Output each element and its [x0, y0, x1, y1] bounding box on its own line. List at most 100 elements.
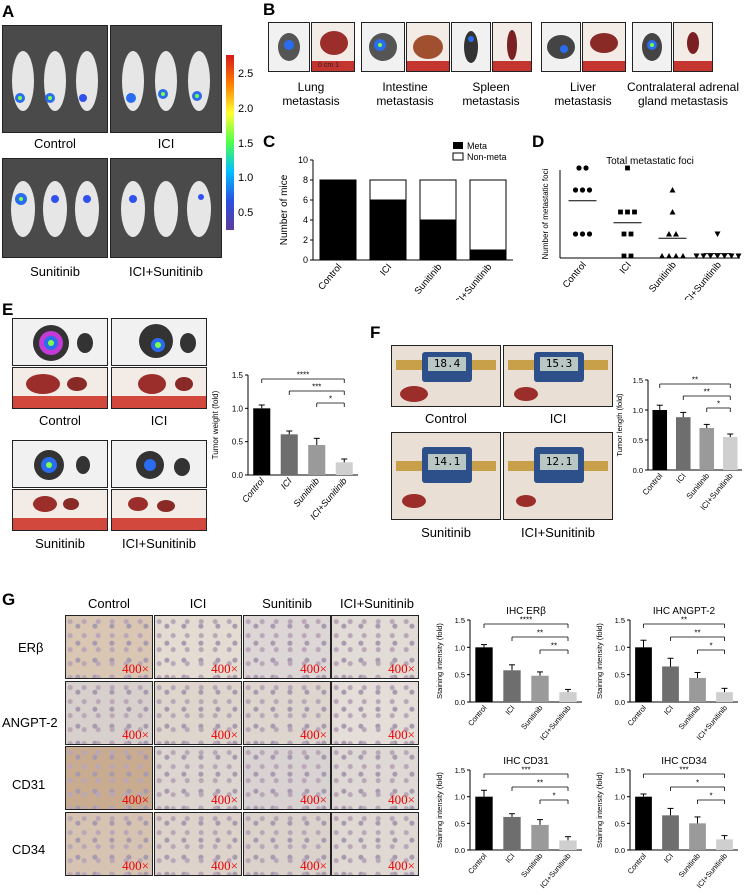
data-point: [659, 253, 665, 259]
bar: [689, 823, 706, 850]
x-tick-label: Sunitinib: [412, 262, 444, 297]
data-point: [721, 253, 728, 259]
y-tick-label: 4: [303, 215, 308, 225]
panel-label-b: B: [263, 0, 276, 19]
data-point: [673, 253, 679, 259]
data-point: [707, 253, 714, 259]
x-tick-label: ICI: [662, 704, 675, 717]
data-point: [666, 231, 672, 237]
ihc-row-label: ERβ: [18, 640, 44, 655]
x-tick-label: ICI: [674, 472, 687, 486]
y-tick-label: 10: [298, 155, 308, 165]
data-point: [693, 253, 700, 259]
y-tick-label: 0: [303, 255, 308, 265]
significance-label: ***: [679, 766, 688, 775]
colorbar: [226, 55, 234, 230]
caliper-photo-ici: 15.3: [503, 345, 613, 407]
tumor-photo-ici: [111, 367, 207, 409]
caliper-photo-combo: 12.1: [503, 432, 613, 520]
data-point: [666, 253, 672, 259]
bar: [662, 815, 679, 850]
y-tick-label: 1.0: [455, 793, 465, 802]
bar: [280, 434, 298, 475]
x-tick-label: Control: [240, 475, 267, 504]
ihc-image: 400×: [243, 615, 331, 679]
bar: [308, 445, 326, 475]
significance-label: ***: [312, 383, 321, 392]
panel-label-f: F: [370, 323, 381, 342]
ihc-column-label: Control: [88, 596, 130, 611]
magnification-label: 400×: [122, 661, 149, 676]
x-tick-label: ICI+Sunitinib: [451, 262, 494, 300]
legend-label: Meta: [467, 141, 487, 151]
ihc-image: 400×: [331, 812, 419, 876]
bar: [716, 839, 733, 850]
organ-photo-liver: [582, 22, 626, 72]
organ-ivis-adrenal: [632, 22, 672, 72]
data-point: [628, 231, 634, 237]
ihc-image: 400×: [331, 681, 419, 745]
group-label-ici: ICI: [157, 136, 175, 151]
caliper-photo-control: 18.4: [391, 345, 501, 407]
organ-photo-spleen: [492, 22, 532, 72]
panel-label-g: G: [2, 590, 16, 609]
tumor-photo-combo: [111, 489, 207, 531]
y-axis-label: Tumor weight (fold): [211, 390, 220, 459]
chart-e: 0.0 0.5 1.0 1.5 Tumor weight (fold) Control IC…: [211, 371, 358, 522]
group-label-ici: ICI: [549, 411, 567, 426]
bar: [675, 417, 691, 470]
organ-ivis-liver: [541, 22, 581, 72]
ihc-image: 400×: [65, 615, 153, 679]
organ-photo-adrenal: [673, 22, 713, 72]
data-point: [583, 165, 589, 171]
tumor-ivis-ici: [111, 318, 207, 366]
chart-title: IHC CD31: [503, 756, 549, 767]
bar: [503, 816, 521, 850]
data-point: [714, 231, 721, 237]
bar-meta: [469, 249, 507, 261]
y-axis-label: Number of mice: [279, 174, 290, 245]
ihc-row-label: ANGPT-2: [2, 715, 58, 730]
y-axis-label: Staining intensity (fold): [595, 772, 604, 848]
bar-non-meta: [419, 179, 457, 221]
y-tick-label: 1.5: [455, 766, 465, 775]
bar: [635, 647, 652, 702]
bar: [689, 677, 706, 702]
y-axis-label: Tumor length (fold): [615, 393, 624, 457]
group-label-sunitinib: Sunitinib: [35, 536, 85, 551]
panel-label-d: D: [532, 132, 545, 151]
organ-ivis-lung: [268, 22, 310, 72]
y-tick-label: 1.5: [615, 766, 625, 775]
y-tick-label: 0.5: [232, 438, 244, 447]
ihc-row-label: CD34: [12, 842, 46, 857]
chart-g-angpt2: IHC ANGPT-2 0.0 0.5 1.0 1.5 Staining intensit…: [595, 606, 738, 742]
x-tick-label: ICI: [503, 852, 516, 865]
bar: [503, 670, 521, 702]
tumor-ivis-control: [12, 318, 108, 366]
y-tick-label: 6: [303, 195, 308, 205]
y-tick-label: 2: [303, 235, 308, 245]
y-tick-label: 0.0: [633, 466, 643, 475]
tumor-photo-control: [12, 367, 108, 409]
bar: [335, 462, 353, 475]
data-point: [621, 231, 627, 237]
x-tick-label: Sunitinib: [647, 260, 679, 295]
panel-label-e: E: [2, 300, 14, 319]
bar-meta: [319, 179, 357, 261]
ihc-row-label: CD31: [12, 777, 46, 792]
bar: [253, 408, 271, 475]
bar: [662, 666, 679, 702]
bar: [475, 796, 493, 850]
caliper-reading: 18.4: [433, 357, 461, 370]
significance-label: **: [692, 376, 698, 385]
significance-label: *: [552, 792, 555, 801]
colorbar-tick: 2.5: [238, 68, 254, 80]
significance-label: **: [704, 388, 710, 397]
site-label-spleen: Spleen metastasis: [462, 80, 520, 108]
bar-non-meta: [469, 179, 507, 251]
x-tick-label: Sunitinib: [677, 852, 702, 880]
x-tick-label: Sunitinib: [519, 704, 544, 732]
y-tick-label: 1.5: [232, 371, 244, 380]
ivis-image-sunitinib: [2, 158, 108, 258]
ihc-image: 400×: [65, 812, 153, 876]
